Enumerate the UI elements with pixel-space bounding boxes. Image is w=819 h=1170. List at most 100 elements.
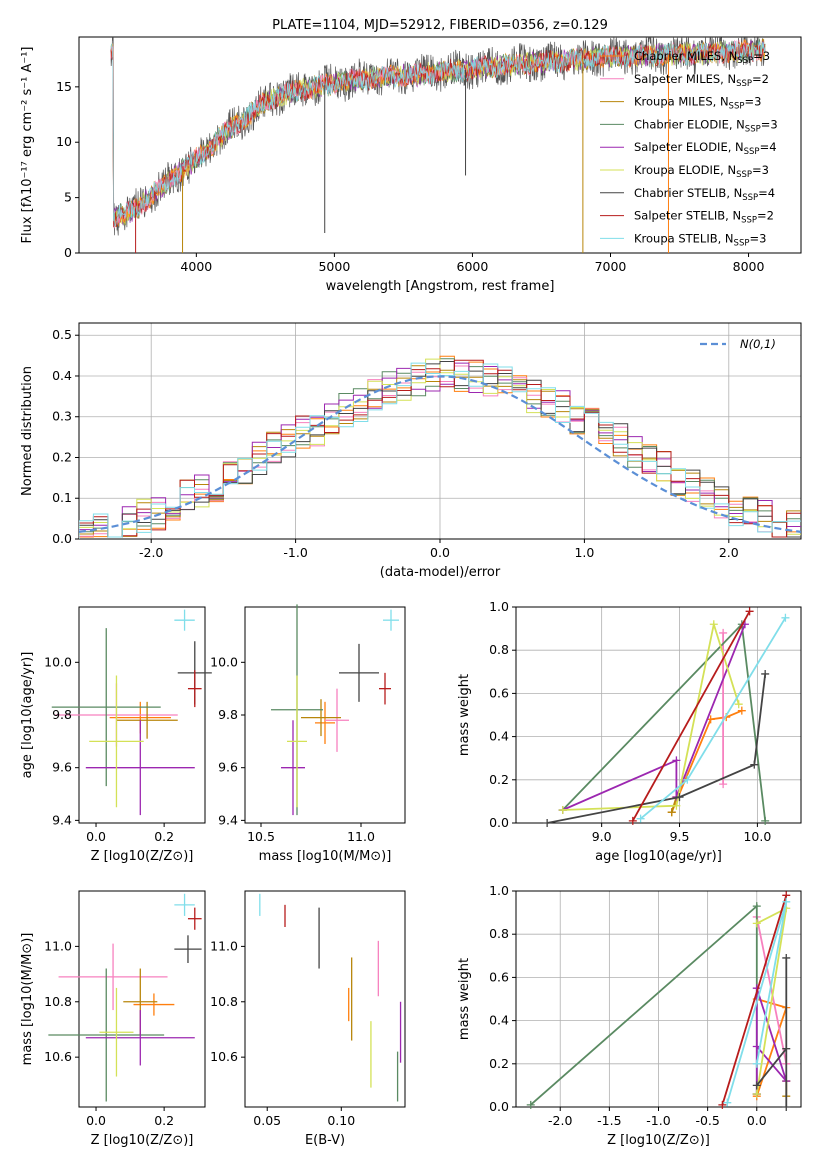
y-tick-label: 0.3 xyxy=(52,409,72,424)
data-marker xyxy=(752,919,761,928)
data-marker xyxy=(636,814,645,823)
legend-label: Kroupa ELODIE, NSSP=3 xyxy=(634,163,769,180)
y-axis-label: mass weight xyxy=(457,958,472,1040)
legend-label: Chabrier MILES, NSSP=3 xyxy=(634,49,770,66)
x-axis-label: Z [log10(Z/Z⊙)] xyxy=(91,849,194,864)
x-tick-label: 6000 xyxy=(457,259,489,274)
mass-weight-line xyxy=(756,958,788,1107)
x-axis-label: mass [log10(M/M⊙)] xyxy=(259,849,392,864)
x-tick-label: -1.5 xyxy=(597,1113,621,1128)
x-tick-label: 5000 xyxy=(318,259,350,274)
legend-label: Chabrier ELODIE, NSSP=3 xyxy=(634,117,778,134)
data-marker xyxy=(719,628,728,637)
data-marker xyxy=(761,669,770,678)
legend-label: Chabrier STELIB, NSSP=4 xyxy=(634,186,775,203)
plot-frame xyxy=(244,890,406,1108)
x-tick-label: 0.2 xyxy=(154,1113,174,1128)
x-tick-label: 10.5 xyxy=(247,829,275,844)
x-tick-label: 2.0 xyxy=(719,545,739,560)
x-tick-label: -1.0 xyxy=(646,1113,670,1128)
y-tick-label: 9.4 xyxy=(218,812,238,827)
panel-2 xyxy=(75,322,802,543)
x-tick-label: 0.10 xyxy=(327,1113,355,1128)
data-marker xyxy=(745,607,754,616)
y-tick-label: 10.6 xyxy=(210,1049,238,1064)
spectra-group xyxy=(110,37,766,253)
panel-3 xyxy=(51,606,212,827)
y-tick-label: 0.4 xyxy=(489,729,509,744)
y-tick-label: 5 xyxy=(64,190,72,205)
panel-1 xyxy=(75,36,802,257)
data-marker xyxy=(752,1090,761,1099)
y-tick-label: 10.0 xyxy=(44,654,72,669)
data-marker xyxy=(782,953,791,962)
data-marker xyxy=(752,902,761,911)
mass-weight-line xyxy=(562,620,740,811)
y-tick-label: 10 xyxy=(56,134,72,149)
x-tick-label: 7000 xyxy=(595,259,627,274)
data-marker xyxy=(526,1100,535,1109)
x-tick-label: 0.0 xyxy=(430,545,450,560)
data-marker xyxy=(709,620,718,629)
legend-label: Kroupa STELIB, NSSP=3 xyxy=(634,231,766,248)
data-marker xyxy=(672,801,681,810)
y-tick-label: 0 xyxy=(64,245,72,260)
y-tick-label: 10.8 xyxy=(44,994,72,1009)
y-tick-label: 0.0 xyxy=(489,1099,509,1114)
x-tick-label: 10.0 xyxy=(743,829,771,844)
legend-label: Kroupa MILES, NSSP=3 xyxy=(634,95,761,112)
y-axis-label: mass [log10(M/M⊙)] xyxy=(20,933,35,1066)
y-tick-label: 9.8 xyxy=(52,707,72,722)
x-tick-label: -1.0 xyxy=(283,545,307,560)
y-tick-label: 1.0 xyxy=(489,599,509,614)
data-marker xyxy=(558,806,567,815)
data-marker xyxy=(723,1098,732,1107)
x-tick-label: -0.5 xyxy=(695,1113,719,1128)
y-axis-label: age [log10(age/yr)] xyxy=(20,652,35,779)
x-tick-label: 0.0 xyxy=(747,1113,767,1128)
y-tick-label: 0.0 xyxy=(52,531,72,546)
x-axis-label: Z [log10(Z/Z⊙)] xyxy=(91,1133,194,1148)
data-marker xyxy=(752,1081,761,1090)
y-tick-label: 10.8 xyxy=(210,994,238,1009)
y-tick-label: 9.8 xyxy=(218,707,238,722)
x-tick-label: 0.0 xyxy=(86,829,106,844)
y-tick-label: 15 xyxy=(56,79,72,94)
y-tick-label: 0.8 xyxy=(489,926,509,941)
data-marker xyxy=(672,756,681,765)
y-tick-label: 0.0 xyxy=(489,815,509,830)
x-tick-label: 1.0 xyxy=(574,545,594,560)
x-tick-label: 0.0 xyxy=(86,1113,106,1128)
data-marker xyxy=(781,613,790,622)
x-tick-label: -2.0 xyxy=(548,1113,572,1128)
mass-weight-line xyxy=(670,796,678,813)
mass-weight-line xyxy=(670,709,743,813)
y-tick-label: 9.6 xyxy=(52,760,72,775)
y-tick-label: 0.5 xyxy=(52,327,72,342)
x-tick-label: 4000 xyxy=(180,259,212,274)
x-tick-label: 8000 xyxy=(733,259,765,274)
mass-weight-line xyxy=(755,998,788,1097)
figure-title: PLATE=1104, MJD=52912, FIBERID=0356, z=0… xyxy=(272,18,608,33)
y-tick-label: 9.6 xyxy=(218,760,238,775)
legend-label: Salpeter STELIB, NSSP=2 xyxy=(634,209,774,226)
panel-4 xyxy=(241,604,406,827)
histogram-group xyxy=(79,355,801,539)
x-axis-label: E(B-V) xyxy=(305,1133,345,1148)
legend-label: N(0,1) xyxy=(740,337,776,351)
x-tick-label: 0.2 xyxy=(154,829,174,844)
data-marker xyxy=(782,1103,791,1111)
panel-8 xyxy=(512,890,802,1111)
y-tick-label: 0.8 xyxy=(489,642,509,657)
data-marker xyxy=(628,816,637,825)
data-marker xyxy=(719,780,728,789)
x-axis-label: wavelength [Angstrom, rest frame] xyxy=(326,279,555,294)
data-marker xyxy=(543,819,552,827)
panel-5 xyxy=(512,606,802,827)
mass-weight-line xyxy=(755,916,788,1064)
y-tick-label: 11.0 xyxy=(210,938,238,953)
data-marker xyxy=(718,1100,727,1109)
y-tick-label: 9.4 xyxy=(52,812,72,827)
data-marker xyxy=(683,775,692,784)
